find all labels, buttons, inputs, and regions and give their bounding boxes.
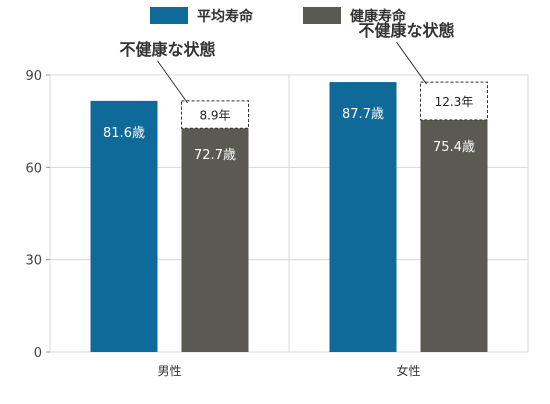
y-tick-label: 30 bbox=[25, 254, 42, 269]
y-tick-label: 0 bbox=[34, 346, 42, 361]
annotation-leader bbox=[157, 60, 188, 104]
bar-label-healthy-life: 75.4歳 bbox=[433, 140, 475, 155]
x-tick-label: 女性 bbox=[396, 363, 420, 378]
legend-average-life-label: 平均寿命 bbox=[197, 8, 254, 25]
gap-label: 12.3年 bbox=[435, 95, 474, 109]
bar-average-life bbox=[90, 100, 158, 352]
y-tick-label: 60 bbox=[25, 161, 42, 176]
annotation-leader bbox=[396, 41, 427, 85]
legend-healthy-life-label: 健康寿命 bbox=[350, 8, 407, 25]
annotation-unhealthy: 不健康な状態 bbox=[358, 21, 454, 40]
bar-label-healthy-life: 72.7歳 bbox=[194, 148, 236, 163]
y-tick-label: 90 bbox=[25, 69, 42, 84]
legend-average-life-swatch bbox=[150, 7, 188, 24]
x-tick-label: 男性 bbox=[157, 364, 181, 378]
gap-label: 8.9年 bbox=[199, 109, 230, 123]
bar-healthy-life bbox=[420, 119, 488, 353]
annotation-unhealthy: 不健康な状態 bbox=[119, 40, 215, 59]
gap-box bbox=[420, 81, 488, 121]
bar-label-average-life: 81.6歳 bbox=[103, 126, 145, 141]
bar-healthy-life bbox=[181, 128, 249, 352]
bar-average-life bbox=[329, 82, 397, 352]
bar-label-average-life: 87.7歳 bbox=[342, 107, 384, 122]
gap-box bbox=[181, 100, 249, 129]
legend-healthy-life-swatch bbox=[303, 7, 341, 24]
